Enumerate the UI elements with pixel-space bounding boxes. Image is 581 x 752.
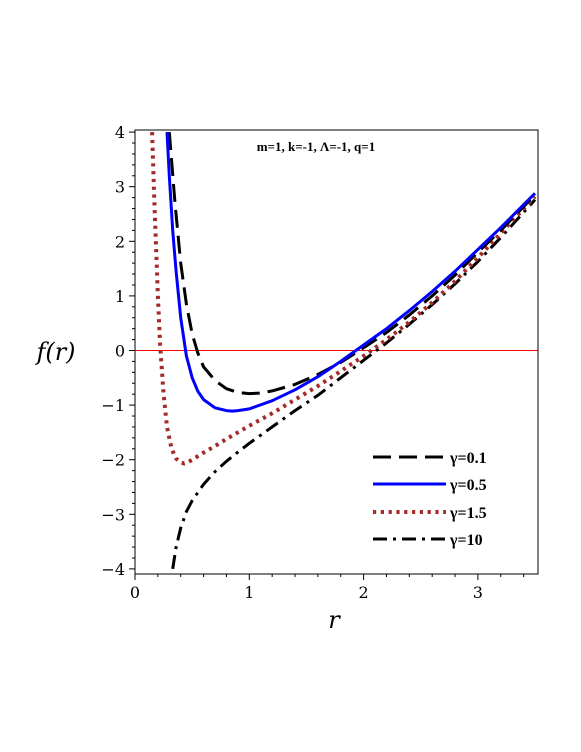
plot-area (135, 131, 538, 570)
legend-label-1: γ=0.1 (449, 450, 487, 467)
series-line-1 (167, 131, 537, 396)
y-tick-label: 2 (115, 232, 125, 251)
y-tick-label: −3 (101, 505, 125, 524)
legend: γ=0.1 γ=0.5 γ=1.5 γ=10 (373, 450, 487, 549)
y-tick-label: −4 (101, 560, 125, 579)
y-tick-label: 1 (115, 287, 125, 306)
x-tick-label: 1 (244, 583, 254, 602)
series-layer (150, 131, 537, 570)
legend-label-3: γ=1.5 (449, 505, 487, 522)
x-tick-label: 0 (130, 583, 140, 602)
y-axis-label: f(r) (34, 338, 75, 366)
legend-label-4: γ=10 (449, 532, 483, 549)
y-tick-label: 3 (115, 178, 125, 197)
y-tick-label: 4 (115, 123, 125, 142)
x-axis-label: r (328, 606, 341, 634)
legend-label-2: γ=0.5 (449, 477, 487, 494)
series-line-2 (165, 132, 537, 413)
x-tick-label: 3 (473, 583, 483, 602)
x-tick-label: 2 (359, 583, 369, 602)
ticks-layer: 0 1 2 3 −4 −3 −2 −1 0 1 2 3 4 (101, 123, 525, 602)
y-tick-label: −2 (101, 451, 125, 470)
series-line-3 (150, 132, 537, 466)
plot-frame (134, 129, 539, 575)
y-tick-label: −1 (101, 396, 125, 415)
parameter-annotation: m=1, k=-1, Λ=-1, q=1 (257, 139, 375, 154)
y-tick-label: 0 (115, 342, 125, 361)
